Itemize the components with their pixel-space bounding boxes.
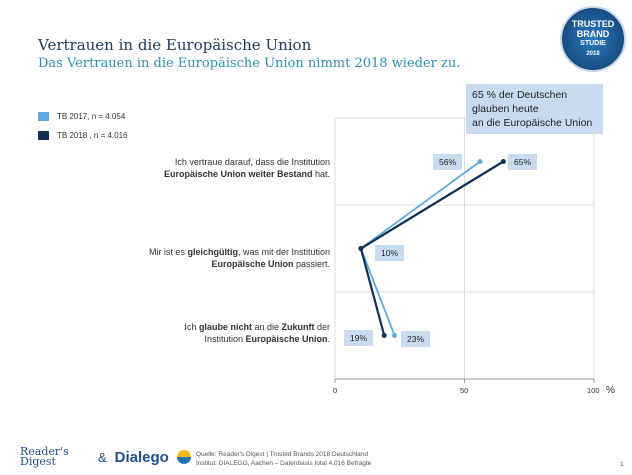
- x-unit-label: %: [606, 385, 615, 396]
- page-subtitle: Das Vertrauen in die Europäische Union n…: [38, 56, 461, 71]
- x-tick-label: 0: [333, 386, 338, 395]
- page-number: 1: [620, 461, 624, 468]
- cat-bold: gleichgültig: [187, 247, 238, 257]
- callout-line: 65 % der Deutschen: [472, 89, 568, 101]
- legend-item-2018: TB 2018 , n = 4.016: [38, 131, 128, 140]
- data-point: [477, 159, 483, 164]
- cat-bold: Europäische Union weiter Bestand: [163, 169, 313, 179]
- badge-line: 2018: [586, 51, 600, 57]
- data-point: [392, 333, 398, 338]
- data-label-2017-1: 56%: [433, 154, 463, 170]
- legend-label: TB 2018 , n = 4.016: [57, 131, 128, 140]
- cat-text: passiert.: [293, 259, 330, 269]
- data-point: [381, 333, 387, 338]
- legend-swatch: [38, 112, 49, 121]
- legend-swatch: [38, 131, 49, 140]
- dialego-logo-icon: [176, 450, 191, 464]
- cat-text: der: [314, 322, 330, 332]
- page-title: Vertrauen in die Europäische Union: [38, 36, 312, 54]
- category-label-2: Mir ist es gleichgültig, was mit der Ins…: [149, 246, 330, 270]
- source-line: Quelle: Reader's Digest | Trusted Brands…: [196, 451, 369, 458]
- footer-logos: Reader's Digest & Dialego: [20, 445, 191, 468]
- x-tick-label: 50: [460, 386, 469, 395]
- cat-bold: Europäische Union: [245, 334, 328, 344]
- dialego-logo: Dialego: [114, 448, 169, 466]
- cat-bold: Europäische Union: [211, 259, 294, 269]
- cat-bold: glaube nicht: [198, 322, 252, 332]
- cat-text: hat.: [312, 169, 330, 179]
- readers-digest-logo: Reader's Digest: [20, 445, 69, 468]
- source-line: Institut: DIALEGO, Aachen – Datenbasis t…: [196, 460, 372, 467]
- badge-line: BRAND: [576, 29, 610, 39]
- cat-text: Institution: [204, 334, 246, 344]
- callout-line: glauben heute: [472, 103, 539, 115]
- cat-text: , was mit der Institution: [237, 247, 330, 257]
- data-label-2018-3: 19%: [344, 330, 374, 346]
- cat-text: .: [327, 334, 330, 344]
- cat-text: an die: [251, 322, 282, 332]
- data-point: [500, 159, 506, 164]
- cat-text: Ich vertraue darauf, dass die Institutio…: [174, 157, 330, 167]
- data-point: [358, 246, 364, 251]
- trusted-brand-badge: TRUSTED BRAND STUDIE 2018: [560, 6, 626, 72]
- data-label-2017-3: 23%: [401, 331, 431, 347]
- ampersand: &: [98, 449, 107, 465]
- x-tick-label: 100: [587, 386, 600, 395]
- category-label-1: Ich vertraue darauf, dass die Institutio…: [164, 156, 330, 180]
- legend-label: TB 2017, n = 4.054: [57, 112, 126, 121]
- cat-text: Mir ist es: [148, 247, 188, 257]
- footer-source: Quelle: Reader's Digest | Trusted Brands…: [196, 450, 371, 468]
- data-label-2017-2: 10%: [375, 245, 405, 261]
- badge-line: TRUSTED: [571, 19, 615, 29]
- badge-line: STUDIE: [580, 40, 606, 47]
- data-label-2018-1: 65%: [508, 154, 538, 170]
- cat-bold: Zukunft: [281, 322, 315, 332]
- cat-text: Ich: [184, 322, 199, 332]
- legend-item-2017: TB 2017, n = 4.054: [38, 112, 125, 121]
- callout-line: an die Europäische Union: [472, 117, 593, 129]
- callout-box: 65 % der Deutschen glauben heute an die …: [466, 84, 603, 134]
- category-label-3: Ich glaube nicht an die Zukunft der Inst…: [184, 321, 330, 345]
